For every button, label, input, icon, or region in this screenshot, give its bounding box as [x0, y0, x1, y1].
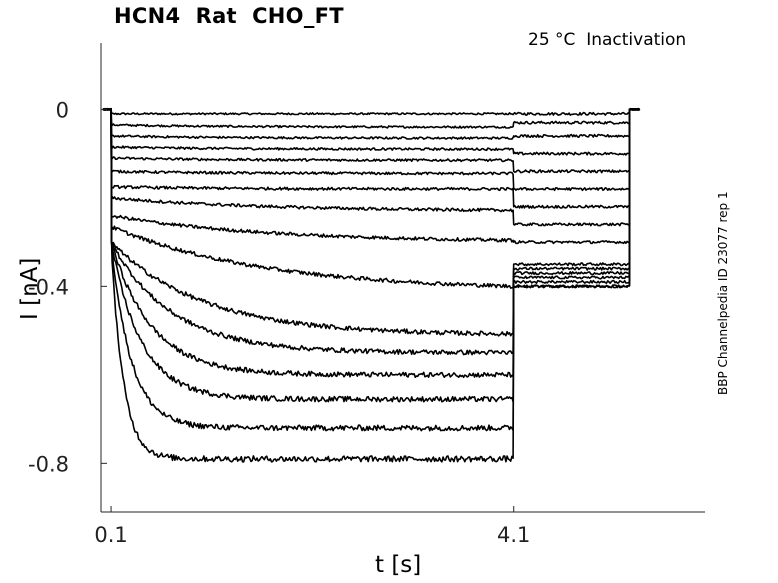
current-traces — [102, 107, 641, 463]
current-trace — [102, 108, 640, 156]
current-trace — [102, 108, 641, 227]
y-tick-label: 0 — [56, 98, 69, 122]
x-tick-label: 4.1 — [497, 523, 530, 547]
current-trace — [102, 108, 640, 337]
axis-ticks: 0.1 4.1 0 -0.4 -0.8 — [28, 98, 530, 547]
x-axis-label: t [s] — [375, 552, 422, 578]
current-trace — [102, 108, 640, 129]
y-axis-label: I [nA] — [17, 257, 43, 320]
current-trace — [103, 108, 640, 379]
current-trace — [102, 107, 641, 140]
protocol-condition-label: 25 °C Inactivation — [528, 30, 687, 50]
current-trace — [102, 107, 641, 116]
current-trace — [102, 107, 640, 245]
source-id-label: BBP Channelpedia ID 23077 rep 1 — [716, 191, 730, 395]
y-tick-label: -0.8 — [28, 452, 69, 476]
axes — [100, 43, 705, 513]
x-tick-label: 0.1 — [94, 523, 127, 547]
current-trace — [102, 108, 641, 432]
current-trace — [102, 107, 641, 463]
current-trace — [102, 108, 640, 289]
y-tick-label: -0.4 — [28, 275, 69, 299]
current-trace — [102, 108, 641, 403]
current-trace — [102, 107, 641, 209]
chart-title: HCN4 Rat CHO_FT — [114, 4, 344, 28]
current-trace — [102, 107, 641, 192]
current-trace — [102, 107, 640, 174]
current-trace — [102, 107, 641, 356]
